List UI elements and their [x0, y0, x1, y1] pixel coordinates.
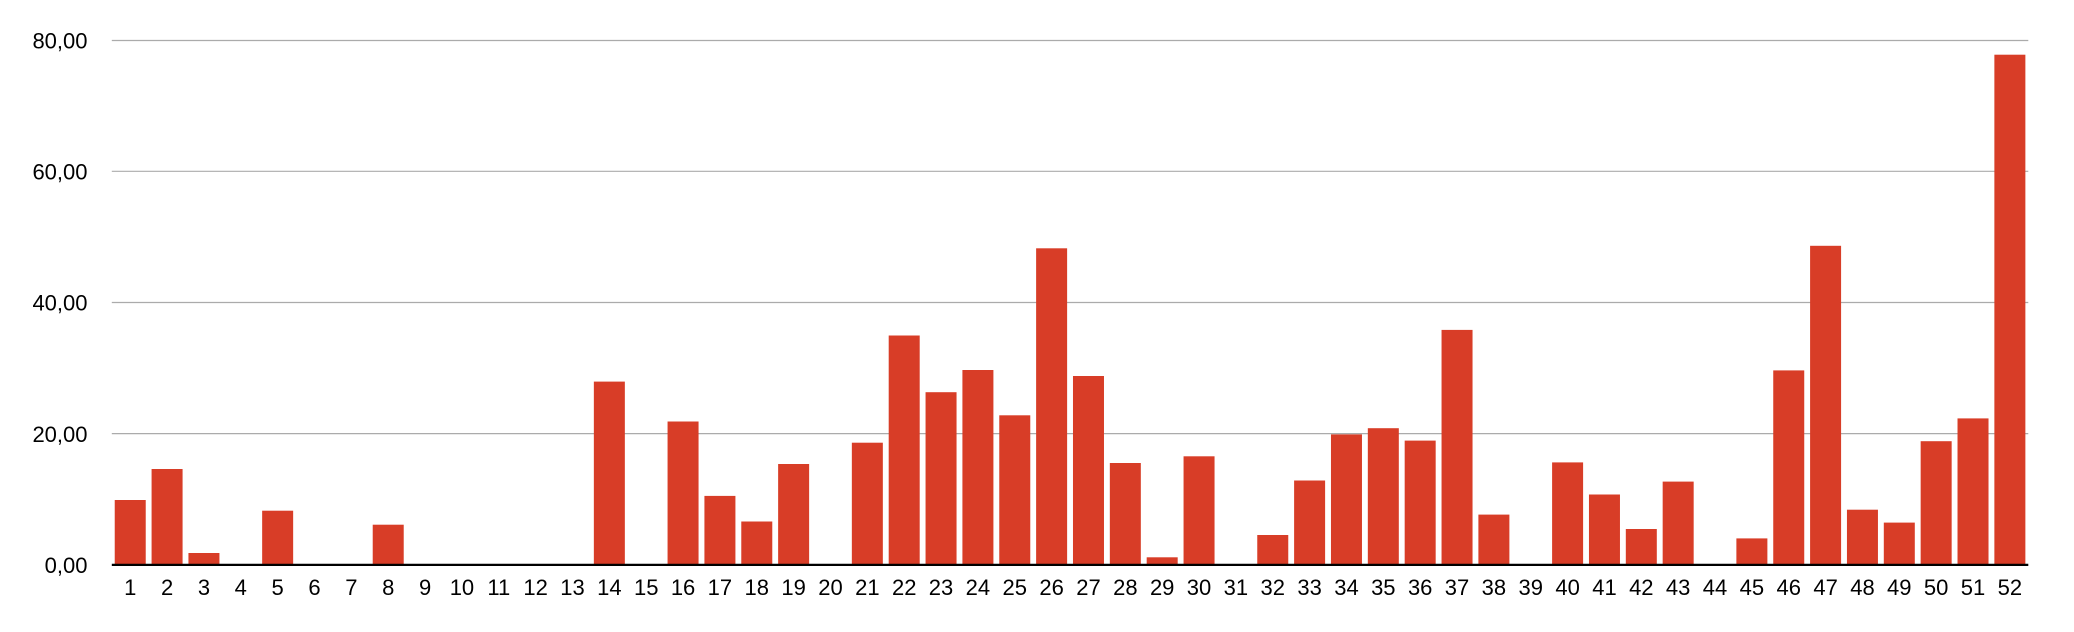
svg-text:15: 15 — [634, 575, 658, 600]
svg-text:40,00: 40,00 — [32, 291, 87, 316]
svg-text:50: 50 — [1924, 575, 1948, 600]
svg-text:2: 2 — [161, 575, 173, 600]
svg-text:8: 8 — [382, 575, 394, 600]
svg-text:3: 3 — [198, 575, 210, 600]
svg-text:33: 33 — [1297, 575, 1321, 600]
svg-text:39: 39 — [1519, 575, 1543, 600]
svg-text:43: 43 — [1666, 575, 1690, 600]
svg-text:26: 26 — [1039, 575, 1063, 600]
svg-text:60,00: 60,00 — [32, 160, 87, 185]
svg-text:6: 6 — [308, 575, 320, 600]
svg-text:23: 23 — [929, 575, 953, 600]
svg-text:9: 9 — [419, 575, 431, 600]
svg-text:21: 21 — [855, 575, 879, 600]
svg-text:48: 48 — [1850, 575, 1874, 600]
svg-text:32: 32 — [1261, 575, 1285, 600]
svg-text:4: 4 — [235, 575, 247, 600]
svg-text:42: 42 — [1629, 575, 1653, 600]
svg-text:47: 47 — [1813, 575, 1837, 600]
svg-text:14: 14 — [597, 575, 621, 600]
svg-text:30: 30 — [1187, 575, 1211, 600]
svg-text:11: 11 — [487, 575, 510, 600]
svg-text:5: 5 — [272, 575, 284, 600]
svg-text:36: 36 — [1408, 575, 1432, 600]
svg-text:80,00: 80,00 — [32, 29, 87, 54]
svg-text:12: 12 — [523, 575, 547, 600]
svg-text:41: 41 — [1592, 575, 1616, 600]
svg-text:24: 24 — [966, 575, 990, 600]
svg-text:16: 16 — [671, 575, 695, 600]
svg-text:28: 28 — [1113, 575, 1137, 600]
svg-text:0,00: 0,00 — [45, 553, 88, 578]
svg-text:49: 49 — [1887, 575, 1911, 600]
svg-text:51: 51 — [1961, 575, 1985, 600]
svg-text:7: 7 — [345, 575, 357, 600]
svg-text:44: 44 — [1703, 575, 1727, 600]
svg-text:38: 38 — [1482, 575, 1506, 600]
svg-text:35: 35 — [1371, 575, 1395, 600]
svg-text:27: 27 — [1076, 575, 1100, 600]
svg-text:37: 37 — [1445, 575, 1469, 600]
svg-text:22: 22 — [892, 575, 916, 600]
svg-text:34: 34 — [1334, 575, 1358, 600]
svg-text:10: 10 — [450, 575, 474, 600]
svg-text:20,00: 20,00 — [32, 422, 87, 447]
svg-text:52: 52 — [1998, 575, 2022, 600]
svg-text:19: 19 — [781, 575, 805, 600]
svg-text:29: 29 — [1150, 575, 1174, 600]
svg-text:40: 40 — [1555, 575, 1579, 600]
svg-text:18: 18 — [745, 575, 769, 600]
svg-text:46: 46 — [1776, 575, 1800, 600]
svg-text:31: 31 — [1224, 575, 1248, 600]
svg-text:1: 1 — [124, 575, 136, 600]
svg-text:17: 17 — [708, 575, 732, 600]
svg-text:25: 25 — [1003, 575, 1027, 600]
svg-text:20: 20 — [818, 575, 842, 600]
svg-text:13: 13 — [560, 575, 584, 600]
svg-text:45: 45 — [1740, 575, 1764, 600]
